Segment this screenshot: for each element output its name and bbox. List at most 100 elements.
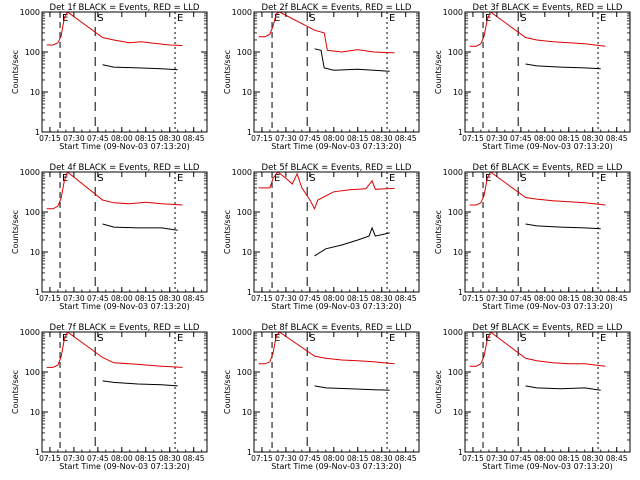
lld-series-line <box>46 332 183 368</box>
lld-series-line <box>469 12 606 47</box>
marker-label: S <box>309 13 315 24</box>
y-tick-label: 1 <box>35 448 40 457</box>
events-series-line <box>525 63 601 70</box>
y-tick-label: 1000 <box>20 168 40 177</box>
x-tick-label: 08:30 <box>582 134 604 143</box>
x-tick-label: 07:15 <box>39 454 61 463</box>
x-tick-label: 08:15 <box>558 134 580 143</box>
x-tick-label: 08:15 <box>135 454 157 463</box>
marker-label: E <box>62 13 68 24</box>
y-axis-label: Counts/sec <box>223 210 232 254</box>
marker-label: E <box>600 333 606 344</box>
y-tick-label: 10 <box>30 408 40 417</box>
x-tick-label: 07:45 <box>299 294 321 303</box>
x-tick-label: 07:15 <box>39 134 61 143</box>
marker-label: E <box>485 173 491 184</box>
y-tick-label: 100 <box>25 208 40 217</box>
x-tick-label: 07:30 <box>486 454 508 463</box>
plot-frame <box>253 331 420 453</box>
y-axis-label: Counts/sec <box>223 50 232 94</box>
marker-label: S <box>97 173 103 184</box>
y-axis-label: Counts/sec <box>223 370 232 414</box>
events-series-line <box>314 226 390 257</box>
y-tick-label: 100 <box>237 208 252 217</box>
y-tick-label: 1 <box>458 128 463 137</box>
x-tick-label: 08:00 <box>323 294 345 303</box>
x-tick-label: 07:45 <box>299 454 321 463</box>
panel-title: Det 4f BLACK = Events, RED = LLD <box>50 163 200 173</box>
x-tick-label: 07:45 <box>87 454 109 463</box>
x-tick-label: 07:15 <box>251 294 273 303</box>
y-tick-label: 100 <box>448 208 463 217</box>
x-axis-label: Start Time (09-Nov-03 07:13:20) <box>271 462 401 471</box>
panel-title: Det 8f BLACK = Events, RED = LLD <box>262 323 412 333</box>
x-axis-label: Start Time (09-Nov-03 07:13:20) <box>482 142 612 151</box>
y-axis-label: Counts/sec <box>434 50 443 94</box>
x-tick-label: 07:45 <box>510 134 532 143</box>
marker-label: E <box>600 13 606 24</box>
x-axis-label: Start Time (09-Nov-03 07:13:20) <box>59 462 189 471</box>
x-tick-label: 08:45 <box>183 134 205 143</box>
x-tick-label: 08:30 <box>582 294 604 303</box>
x-tick-label: 08:00 <box>323 454 345 463</box>
marker-label: E <box>274 13 280 24</box>
plot-frame <box>41 331 208 453</box>
x-axis-label: Start Time (09-Nov-03 07:13:20) <box>59 302 189 311</box>
x-tick-label: 07:45 <box>87 294 109 303</box>
plot-frame <box>253 171 420 293</box>
x-tick-label: 08:30 <box>159 294 181 303</box>
x-tick-label: 08:15 <box>135 294 157 303</box>
plot-frame <box>41 11 208 133</box>
x-tick-label: 08:00 <box>111 454 133 463</box>
x-tick-label: 07:30 <box>486 134 508 143</box>
y-tick-label: 1000 <box>20 8 40 17</box>
lld-series-line <box>258 12 395 54</box>
panel-title: Det 6f BLACK = Events, RED = LLD <box>473 163 623 173</box>
y-axis-label: Counts/sec <box>434 370 443 414</box>
y-tick-label: 1000 <box>232 328 252 337</box>
x-tick-label: 07:15 <box>251 454 273 463</box>
y-tick-label: 1 <box>458 288 463 297</box>
x-tick-label: 07:45 <box>510 294 532 303</box>
x-tick-label: 08:30 <box>371 294 393 303</box>
marker-label: S <box>309 333 315 344</box>
x-tick-label: 07:30 <box>63 294 85 303</box>
x-tick-label: 08:15 <box>558 454 580 463</box>
events-series-line <box>102 223 178 231</box>
x-tick-label: 07:30 <box>63 134 85 143</box>
events-series-line <box>314 48 390 72</box>
y-tick-label: 1 <box>247 288 252 297</box>
marker-label: S <box>97 333 103 344</box>
x-tick-label: 07:15 <box>462 134 484 143</box>
marker-label: E <box>274 173 280 184</box>
x-axis-label: Start Time (09-Nov-03 07:13:20) <box>59 142 189 151</box>
y-tick-label: 10 <box>453 248 463 257</box>
x-tick-label: 08:30 <box>582 454 604 463</box>
marker-label: E <box>177 173 183 184</box>
x-tick-label: 08:30 <box>159 454 181 463</box>
x-tick-label: 08:45 <box>606 134 628 143</box>
panel-title: Det 9f BLACK = Events, RED = LLD <box>473 323 623 333</box>
x-tick-label: 07:15 <box>462 294 484 303</box>
lld-series-line <box>46 12 183 46</box>
y-tick-label: 1 <box>458 448 463 457</box>
y-tick-label: 100 <box>448 368 463 377</box>
y-axis-label: Counts/sec <box>11 50 20 94</box>
lld-series-line <box>469 332 606 367</box>
x-tick-label: 07:45 <box>510 454 532 463</box>
panel-title: Det 3f BLACK = Events, RED = LLD <box>473 3 623 13</box>
panel-title: Det 1f BLACK = Events, RED = LLD <box>50 3 200 13</box>
marker-label: S <box>309 173 315 184</box>
events-series-line <box>525 385 601 391</box>
y-tick-label: 100 <box>237 368 252 377</box>
y-tick-label: 10 <box>242 248 252 257</box>
y-axis-label: Counts/sec <box>11 370 20 414</box>
plot-frame <box>41 171 208 293</box>
x-tick-label: 08:45 <box>183 294 205 303</box>
